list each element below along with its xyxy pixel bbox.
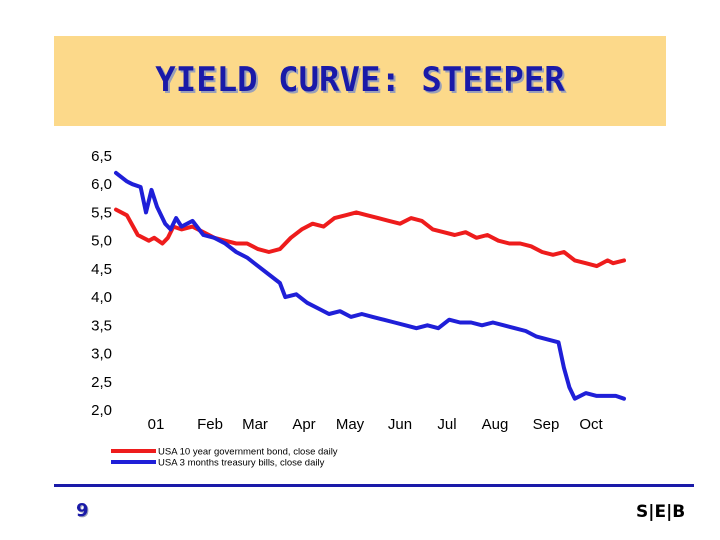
y-tick-label: 2,0 (91, 402, 112, 419)
x-tick-label: Feb (197, 416, 223, 433)
legend-label: USA 10 year government bond, close daily (158, 447, 338, 458)
y-tick-label: 5,0 (91, 233, 112, 250)
page-number: 9 (76, 500, 89, 521)
y-axis-ticks: 6,5 6,0 5,5 5,0 4,5 4,0 3,5 3,0 2,5 2,0 (91, 148, 112, 419)
yield-curve-chart: 6,5 6,0 5,5 5,0 4,5 4,0 3,5 3,0 2,5 2,0 01 Feb Mar A… (91, 148, 626, 469)
series-line-10y-bond (114, 207, 626, 269)
legend: USA 10 year government bond, close daily… (111, 447, 338, 469)
y-tick-label: 4,5 (91, 261, 112, 278)
x-axis-ticks: 01 Feb Mar Apr May Jun Jul Aug Sep Oct (148, 416, 604, 433)
series-lines (114, 170, 626, 401)
x-tick-label: Apr (292, 416, 315, 433)
footer-divider (54, 484, 694, 487)
x-tick-label: 01 (148, 416, 165, 433)
x-tick-label: Jul (437, 416, 456, 433)
y-tick-label: 2,5 (91, 374, 112, 391)
slide-title: YIELD CURVE: STEEPER (155, 60, 565, 100)
y-tick-label: 3,5 (91, 317, 112, 334)
x-tick-label: Sep (533, 416, 560, 433)
series-line-3m-bills (114, 170, 626, 401)
x-tick-label: Jun (388, 416, 412, 433)
seb-logo: S|E|B (636, 502, 686, 522)
y-tick-label: 6,0 (91, 176, 112, 193)
y-tick-label: 6,5 (91, 148, 112, 165)
x-tick-label: Mar (242, 416, 268, 433)
y-tick-label: 3,0 (91, 346, 112, 363)
x-tick-label: Oct (579, 416, 603, 433)
x-tick-label: May (336, 416, 365, 433)
y-tick-label: 5,5 (91, 204, 112, 221)
legend-label: USA 3 months treasury bills, close daily (158, 458, 325, 469)
title-banner: YIELD CURVE: STEEPER (54, 36, 666, 126)
x-tick-label: Aug (482, 416, 509, 433)
y-tick-label: 4,0 (91, 289, 112, 306)
